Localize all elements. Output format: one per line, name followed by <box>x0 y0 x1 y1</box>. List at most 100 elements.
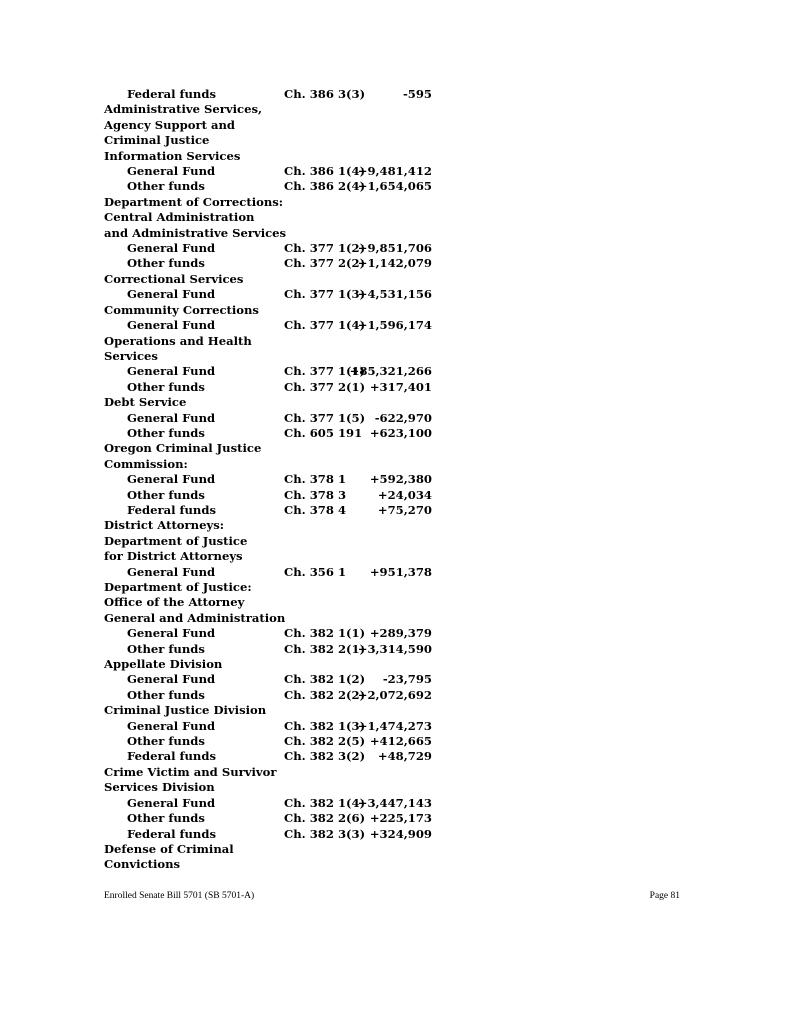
row-label: Appellate Division <box>104 657 223 672</box>
fund-row: Federal funds Ch. 382 3(3) +324,909 <box>104 827 444 842</box>
row-label: Other funds <box>127 734 205 749</box>
fund-row: Federal funds Ch. 378 4 +75,270 <box>104 503 444 518</box>
row-label: General Fund <box>127 564 216 579</box>
row-label: Other funds <box>127 687 205 702</box>
amount: +1,654,065 <box>357 179 432 194</box>
amount: -595 <box>402 87 432 101</box>
row-label: General Fund <box>127 795 216 810</box>
section-heading: District Attorneys: <box>104 518 444 533</box>
row-label: General Fund <box>127 241 216 256</box>
chapter-reference: Ch. 377 1(5) <box>284 410 366 425</box>
fund-row: Other funds Ch. 378 3 +24,034 <box>104 488 444 503</box>
section-heading: Criminal Justice Division <box>104 703 444 718</box>
chapter-reference: Ch. 386 3(3) <box>284 87 366 101</box>
amount: +2,072,692 <box>357 687 432 702</box>
section-heading: Crime Victim and Survivor <box>104 765 444 780</box>
row-label: Administrative Services, <box>104 102 263 117</box>
row-label: Other funds <box>127 641 205 656</box>
footer-bill-name: Enrolled Senate Bill 5701 (SB 5701-A) <box>104 891 255 901</box>
row-label: General Fund <box>127 672 216 687</box>
row-label: Criminal Justice Division <box>104 703 267 718</box>
chapter-reference: Ch. 378 1 <box>284 472 347 487</box>
chapter-reference: Ch. 382 1(2) <box>284 672 366 687</box>
amount: +9,481,412 <box>357 164 432 179</box>
row-label: Other funds <box>127 487 205 502</box>
fund-row: General Fund Ch. 382 1(4) +3,447,143 <box>104 796 444 811</box>
amount: +24,034 <box>377 487 432 502</box>
row-label: Office of the Attorney <box>104 595 245 610</box>
row-label: Other funds <box>127 256 205 271</box>
row-label: General Fund <box>127 318 216 333</box>
amount: +412,665 <box>369 734 432 749</box>
section-heading: Convictions <box>104 857 444 872</box>
section-heading: Defense of Criminal <box>104 842 444 857</box>
row-label: Services Division <box>104 780 215 795</box>
chapter-reference: Ch. 386 2(4) <box>284 179 366 194</box>
fund-row: Other funds Ch. 377 2(2) +1,142,079 <box>104 256 444 271</box>
chapter-reference: Ch. 382 3(3) <box>284 826 366 841</box>
amount: -622,970 <box>374 410 432 425</box>
amount: +4,531,156 <box>357 287 432 302</box>
chapter-reference: Ch. 378 3 <box>284 487 347 502</box>
fund-row: General Fund Ch. 382 1(3) +1,474,273 <box>104 719 444 734</box>
section-heading: Criminal Justice <box>104 133 444 148</box>
row-label: General Fund <box>127 626 216 641</box>
row-label: General Fund <box>127 410 216 425</box>
amount: +85,321,266 <box>349 364 432 379</box>
section-heading: Administrative Services, <box>104 102 444 117</box>
row-label: General Fund <box>127 364 216 379</box>
row-label: Convictions <box>104 857 181 872</box>
chapter-reference: Ch. 382 1(1) <box>284 626 366 641</box>
section-heading: Services <box>104 349 444 364</box>
fund-row: Other funds Ch. 382 2(6) +225,173 <box>104 811 444 826</box>
row-label: District Attorneys: <box>104 518 224 533</box>
chapter-reference: Ch. 386 1(4) <box>284 164 366 179</box>
section-heading: Appellate Division <box>104 657 444 672</box>
row-label: Department of Justice <box>104 533 248 548</box>
row-label: Department of Corrections: <box>104 194 284 209</box>
fund-row: General Fund Ch. 377 1(4) +1,596,174 <box>104 318 444 333</box>
amount: +3,447,143 <box>357 795 432 810</box>
fund-row: General Fund Ch. 377 1(3) +4,531,156 <box>104 287 444 302</box>
amount: +225,173 <box>369 811 432 826</box>
chapter-reference: Ch. 605 191 <box>284 425 363 440</box>
row-label: Crime Victim and Survivor <box>104 764 277 779</box>
amount: +48,729 <box>377 749 432 764</box>
row-label: and Administrative Services <box>104 225 287 240</box>
section-heading: Services Division <box>104 780 444 795</box>
chapter-reference: Ch. 377 2(1) <box>284 379 366 394</box>
row-label: Information Services <box>104 148 241 163</box>
amount: +289,379 <box>369 626 432 641</box>
section-heading: Operations and Health <box>104 334 444 349</box>
section-heading: Department of Corrections: <box>104 195 444 210</box>
row-label: General Fund <box>127 718 216 733</box>
row-label: Other funds <box>127 179 205 194</box>
chapter-reference: Ch. 356 1 <box>284 564 347 579</box>
chapter-reference: Ch. 382 2(2) <box>284 687 366 702</box>
row-label: General Fund <box>127 164 216 179</box>
fund-row: Federal funds Ch. 386 3(3) -595 <box>104 87 444 102</box>
chapter-reference: Ch. 382 3(2) <box>284 749 366 764</box>
amount: +3,314,590 <box>357 641 432 656</box>
row-label: Operations and Health <box>104 333 252 348</box>
section-heading: Commission: <box>104 457 444 472</box>
row-label: General Fund <box>127 472 216 487</box>
fund-row: General Fund Ch. 377 1(5) -622,970 <box>104 411 444 426</box>
fund-row: General Fund Ch. 382 1(2) -23,795 <box>104 672 444 687</box>
chapter-reference: Ch. 377 1(2) <box>284 241 366 256</box>
amount: +592,380 <box>369 472 432 487</box>
chapter-reference: Ch. 377 1(4) <box>284 318 366 333</box>
chapter-reference: Ch. 382 2(6) <box>284 811 366 826</box>
row-label: Commission: <box>104 456 188 471</box>
row-label: Services <box>104 348 158 363</box>
amount: +951,378 <box>369 564 432 579</box>
amount: -23,795 <box>382 672 432 687</box>
row-label: Federal funds <box>127 749 216 764</box>
row-label: Correctional Services <box>104 271 244 286</box>
section-heading: Department of Justice: <box>104 580 444 595</box>
row-label: for District Attorneys <box>104 549 243 564</box>
row-label: Debt Service <box>104 395 187 410</box>
fund-row: General Fund Ch. 386 1(4) +9,481,412 <box>104 164 444 179</box>
chapter-reference: Ch. 378 4 <box>284 502 347 517</box>
fund-row: General Fund Ch. 356 1 +951,378 <box>104 565 444 580</box>
